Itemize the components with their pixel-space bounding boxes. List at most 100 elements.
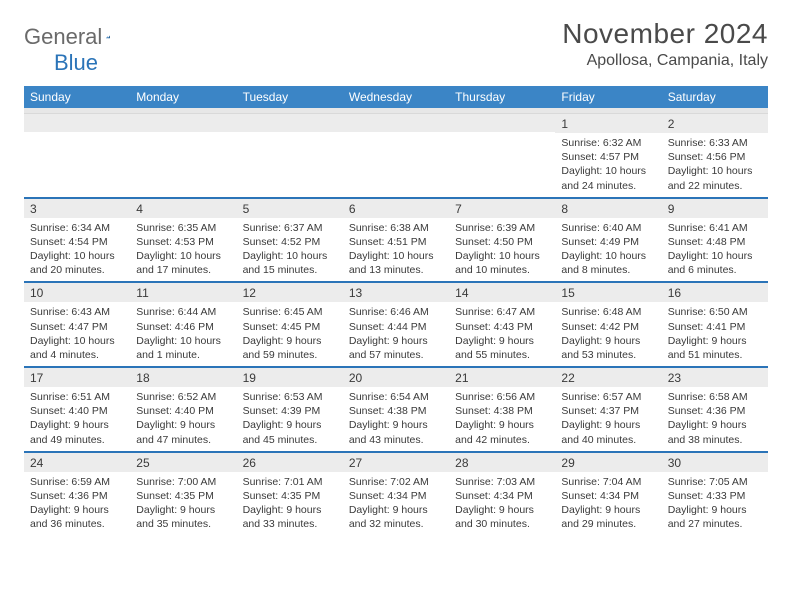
day-details: Sunrise: 6:35 AMSunset: 4:53 PMDaylight:… xyxy=(130,218,236,282)
day-details: Sunrise: 6:51 AMSunset: 4:40 PMDaylight:… xyxy=(24,387,130,451)
day-cell: 17Sunrise: 6:51 AMSunset: 4:40 PMDayligh… xyxy=(24,368,130,451)
daylight-text: Daylight: 9 hours xyxy=(30,503,124,517)
weekday-header: Sunday Monday Tuesday Wednesday Thursday… xyxy=(24,86,768,108)
day-number: 8 xyxy=(555,199,661,218)
daylight-text: Daylight: 9 hours xyxy=(243,418,337,432)
day-details: Sunrise: 6:33 AMSunset: 4:56 PMDaylight:… xyxy=(662,133,768,197)
day-number: 15 xyxy=(555,283,661,302)
daylight-text: and 30 minutes. xyxy=(455,517,549,531)
sunrise-text: Sunrise: 6:53 AM xyxy=(243,390,337,404)
day-details: Sunrise: 7:02 AMSunset: 4:34 PMDaylight:… xyxy=(343,472,449,536)
sunrise-text: Sunrise: 6:39 AM xyxy=(455,221,549,235)
day-cell: 16Sunrise: 6:50 AMSunset: 4:41 PMDayligh… xyxy=(662,283,768,366)
daylight-text: Daylight: 9 hours xyxy=(243,503,337,517)
daylight-text: and 4 minutes. xyxy=(30,348,124,362)
week-row: 24Sunrise: 6:59 AMSunset: 4:36 PMDayligh… xyxy=(24,451,768,536)
daylight-text: Daylight: 9 hours xyxy=(455,334,549,348)
weekday-label: Tuesday xyxy=(237,86,343,108)
sunset-text: Sunset: 4:41 PM xyxy=(668,320,762,334)
sunrise-text: Sunrise: 7:00 AM xyxy=(136,475,230,489)
daylight-text: Daylight: 9 hours xyxy=(30,418,124,432)
sunrise-text: Sunrise: 6:56 AM xyxy=(455,390,549,404)
day-cell: 13Sunrise: 6:46 AMSunset: 4:44 PMDayligh… xyxy=(343,283,449,366)
week-row: 17Sunrise: 6:51 AMSunset: 4:40 PMDayligh… xyxy=(24,366,768,451)
weekday-label: Friday xyxy=(555,86,661,108)
day-cell: 30Sunrise: 7:05 AMSunset: 4:33 PMDayligh… xyxy=(662,453,768,536)
daylight-text: Daylight: 9 hours xyxy=(136,503,230,517)
day-details xyxy=(24,132,130,139)
sunset-text: Sunset: 4:37 PM xyxy=(561,404,655,418)
daylight-text: and 45 minutes. xyxy=(243,433,337,447)
day-number xyxy=(237,114,343,132)
day-cell xyxy=(449,114,555,197)
day-details: Sunrise: 7:05 AMSunset: 4:33 PMDaylight:… xyxy=(662,472,768,536)
day-cell: 26Sunrise: 7:01 AMSunset: 4:35 PMDayligh… xyxy=(237,453,343,536)
daylight-text: and 17 minutes. xyxy=(136,263,230,277)
daylight-text: and 15 minutes. xyxy=(243,263,337,277)
sunset-text: Sunset: 4:34 PM xyxy=(349,489,443,503)
sunset-text: Sunset: 4:47 PM xyxy=(30,320,124,334)
daylight-text: Daylight: 10 hours xyxy=(136,334,230,348)
day-cell: 5Sunrise: 6:37 AMSunset: 4:52 PMDaylight… xyxy=(237,199,343,282)
day-number xyxy=(343,114,449,132)
sunset-text: Sunset: 4:42 PM xyxy=(561,320,655,334)
day-details: Sunrise: 6:57 AMSunset: 4:37 PMDaylight:… xyxy=(555,387,661,451)
day-number: 18 xyxy=(130,368,236,387)
daylight-text: Daylight: 9 hours xyxy=(455,418,549,432)
day-number: 25 xyxy=(130,453,236,472)
daylight-text: and 1 minute. xyxy=(136,348,230,362)
day-details: Sunrise: 7:00 AMSunset: 4:35 PMDaylight:… xyxy=(130,472,236,536)
day-details: Sunrise: 6:45 AMSunset: 4:45 PMDaylight:… xyxy=(237,302,343,366)
sunrise-text: Sunrise: 6:44 AM xyxy=(136,305,230,319)
sunrise-text: Sunrise: 6:59 AM xyxy=(30,475,124,489)
sunset-text: Sunset: 4:36 PM xyxy=(668,404,762,418)
sunset-text: Sunset: 4:34 PM xyxy=(455,489,549,503)
day-details: Sunrise: 6:34 AMSunset: 4:54 PMDaylight:… xyxy=(24,218,130,282)
daylight-text: Daylight: 9 hours xyxy=(243,334,337,348)
daylight-text: Daylight: 10 hours xyxy=(349,249,443,263)
weekday-label: Wednesday xyxy=(343,86,449,108)
day-cell: 19Sunrise: 6:53 AMSunset: 4:39 PMDayligh… xyxy=(237,368,343,451)
day-details xyxy=(130,132,236,139)
title-block: November 2024 Apollosa, Campania, Italy xyxy=(562,18,768,70)
daylight-text: and 40 minutes. xyxy=(561,433,655,447)
sunset-text: Sunset: 4:52 PM xyxy=(243,235,337,249)
day-cell xyxy=(24,114,130,197)
logo-word2: Blue xyxy=(24,50,98,75)
day-details: Sunrise: 7:04 AMSunset: 4:34 PMDaylight:… xyxy=(555,472,661,536)
day-number: 13 xyxy=(343,283,449,302)
daylight-text: Daylight: 9 hours xyxy=(455,503,549,517)
day-number: 7 xyxy=(449,199,555,218)
day-details xyxy=(343,132,449,139)
daylight-text: and 24 minutes. xyxy=(561,179,655,193)
daylight-text: and 32 minutes. xyxy=(349,517,443,531)
location: Apollosa, Campania, Italy xyxy=(562,52,768,70)
day-cell: 29Sunrise: 7:04 AMSunset: 4:34 PMDayligh… xyxy=(555,453,661,536)
day-details xyxy=(449,132,555,139)
daylight-text: and 29 minutes. xyxy=(561,517,655,531)
day-details: Sunrise: 6:58 AMSunset: 4:36 PMDaylight:… xyxy=(662,387,768,451)
day-details: Sunrise: 6:50 AMSunset: 4:41 PMDaylight:… xyxy=(662,302,768,366)
sunrise-text: Sunrise: 7:04 AM xyxy=(561,475,655,489)
daylight-text: Daylight: 9 hours xyxy=(668,503,762,517)
day-number: 21 xyxy=(449,368,555,387)
day-number: 30 xyxy=(662,453,768,472)
day-cell: 14Sunrise: 6:47 AMSunset: 4:43 PMDayligh… xyxy=(449,283,555,366)
day-number: 17 xyxy=(24,368,130,387)
day-cell: 8Sunrise: 6:40 AMSunset: 4:49 PMDaylight… xyxy=(555,199,661,282)
day-details: Sunrise: 6:44 AMSunset: 4:46 PMDaylight:… xyxy=(130,302,236,366)
sunrise-text: Sunrise: 6:43 AM xyxy=(30,305,124,319)
week-row: 10Sunrise: 6:43 AMSunset: 4:47 PMDayligh… xyxy=(24,281,768,366)
week-row: 1Sunrise: 6:32 AMSunset: 4:57 PMDaylight… xyxy=(24,114,768,197)
sunset-text: Sunset: 4:38 PM xyxy=(455,404,549,418)
day-details: Sunrise: 6:53 AMSunset: 4:39 PMDaylight:… xyxy=(237,387,343,451)
daylight-text: and 49 minutes. xyxy=(30,433,124,447)
sunset-text: Sunset: 4:34 PM xyxy=(561,489,655,503)
sunrise-text: Sunrise: 6:50 AM xyxy=(668,305,762,319)
month-title: November 2024 xyxy=(562,18,768,50)
day-details: Sunrise: 6:47 AMSunset: 4:43 PMDaylight:… xyxy=(449,302,555,366)
day-number: 6 xyxy=(343,199,449,218)
day-details: Sunrise: 7:01 AMSunset: 4:35 PMDaylight:… xyxy=(237,472,343,536)
daylight-text: Daylight: 10 hours xyxy=(30,249,124,263)
sunrise-text: Sunrise: 6:35 AM xyxy=(136,221,230,235)
